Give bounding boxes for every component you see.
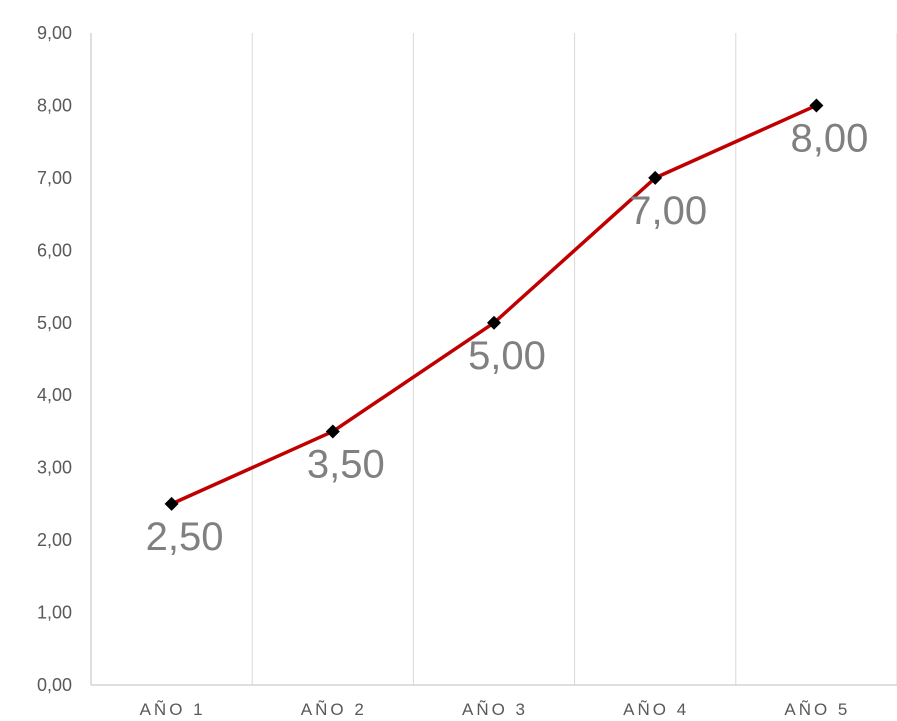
y-tick-label: 2,00 <box>37 530 72 550</box>
y-tick-label: 1,00 <box>37 603 72 623</box>
y-tick-label: 5,00 <box>37 313 72 333</box>
x-tick-label: AÑO 1 <box>140 700 206 719</box>
data-value-label: 8,00 <box>790 116 868 160</box>
series-line <box>169 103 819 506</box>
y-tick-label: 6,00 <box>37 240 72 260</box>
y-tick-label: 8,00 <box>37 95 72 115</box>
y-axis-tick-labels: 0,00 1,00 2,00 3,00 4,00 5,00 6,00 7,00 8,00 9,00 <box>37 23 72 695</box>
x-axis-tick-labels: AÑO 1 AÑO 2 AÑO 3 AÑO 4 AÑO 5 <box>140 700 850 719</box>
x-tick-label: AÑO 3 <box>462 700 528 719</box>
y-tick-label: 0,00 <box>37 675 72 695</box>
data-value-label: 7,00 <box>629 189 707 233</box>
x-tick-label: AÑO 2 <box>301 700 367 719</box>
y-tick-label: 3,00 <box>37 458 72 478</box>
axes <box>90 33 897 686</box>
data-labels: 2,50 3,50 5,00 7,00 8,00 <box>146 116 869 558</box>
data-markers <box>164 98 824 511</box>
data-value-label: 2,50 <box>146 515 224 559</box>
x-tick-label: AÑO 5 <box>784 700 850 719</box>
data-value-label: 5,00 <box>468 334 546 378</box>
data-point-diamond-marker <box>164 496 179 511</box>
data-point-diamond-marker <box>487 315 501 330</box>
y-tick-label: 7,00 <box>37 168 72 188</box>
data-point-diamond-marker <box>809 98 824 113</box>
y-tick-label: 9,00 <box>37 23 72 43</box>
series-revenue-line <box>169 103 819 506</box>
x-tick-label: AÑO 4 <box>623 700 689 719</box>
y-tick-label: 4,00 <box>37 385 72 405</box>
data-value-label: 3,50 <box>307 442 385 486</box>
data-point-diamond-marker <box>648 170 663 185</box>
data-point-diamond-marker <box>325 424 340 439</box>
